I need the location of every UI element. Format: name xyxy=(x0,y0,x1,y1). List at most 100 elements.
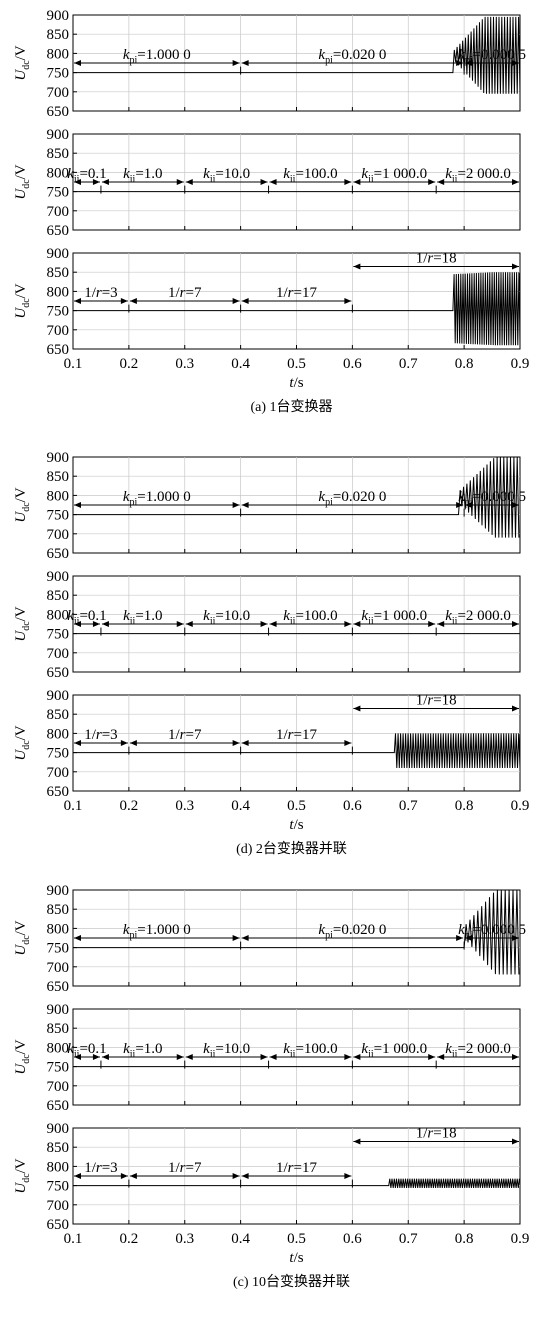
segment-annotation: kii=0.1 xyxy=(67,166,107,185)
arrow-head-left xyxy=(74,502,81,508)
arrow-head-left xyxy=(74,179,81,185)
arrow-head-left xyxy=(101,179,109,185)
segment-label: kpi=0.020 0 xyxy=(318,47,386,66)
y-tick-label: 800 xyxy=(47,921,70,937)
y-tick-label: 800 xyxy=(47,1159,70,1175)
arrow-head-left xyxy=(185,621,193,627)
x-axis-label: t/s xyxy=(289,1250,303,1266)
segment-annotation: kii=1 000.0 xyxy=(351,608,436,636)
segment-annotation: 1/r=7 xyxy=(128,1160,240,1188)
x-tick-label: 0.4 xyxy=(231,1231,250,1247)
segment-label: 1/r=3 xyxy=(84,727,117,743)
arrow-head-left xyxy=(353,705,361,712)
segment-label: 1/r=7 xyxy=(168,1160,202,1176)
y-tick-label: 700 xyxy=(47,646,70,662)
arrow-head-left xyxy=(129,740,137,746)
segment-label: 1/r=18 xyxy=(416,1125,457,1141)
segment-label: kii=1.0 xyxy=(123,608,162,627)
arrow-head-left xyxy=(241,298,249,304)
segment-annotation: 1/r=7 xyxy=(128,285,240,313)
arrow-head-right xyxy=(232,298,240,304)
arrow-head-left xyxy=(241,740,249,746)
y-axis-label: Udc/V xyxy=(13,606,32,641)
segment-label: kii=10.0 xyxy=(203,166,250,185)
arrow-head-right xyxy=(428,621,436,627)
arrow-head-right xyxy=(92,179,100,185)
arrow-head-right xyxy=(428,179,436,185)
y-tick-label: 750 xyxy=(47,941,70,957)
signal-trace xyxy=(73,456,520,538)
y-tick-label: 700 xyxy=(47,1079,70,1095)
signal-trace xyxy=(73,889,520,975)
y-tick-label: 750 xyxy=(47,304,70,320)
segment-annotation: kpi=0.000 5 xyxy=(458,922,526,950)
arrow-head-right xyxy=(344,298,352,304)
segment-annotation: kpi=0.000 5 xyxy=(458,47,526,75)
arrow-head-left xyxy=(353,1138,361,1145)
x-tick-label: 0.6 xyxy=(343,1231,362,1247)
segment-annotation: kii=1.0 xyxy=(100,1041,184,1069)
y-tick-label: 800 xyxy=(47,726,70,742)
segment-annotation: 1/r=3 xyxy=(74,727,128,746)
arrow-head-left xyxy=(437,1054,445,1060)
segment-label: kii=1 000.0 xyxy=(361,608,427,627)
arrow-head-left xyxy=(74,298,81,304)
y-tick-label: 900 xyxy=(47,127,70,143)
y-tick-label: 850 xyxy=(47,588,70,604)
x-tick-label: 0.8 xyxy=(455,798,474,814)
arrow-head-left xyxy=(74,621,81,627)
y-tick-label: 650 xyxy=(47,546,70,562)
arrow-head-right xyxy=(512,1054,519,1060)
y-tick-label: 800 xyxy=(47,46,70,62)
arrow-head-right xyxy=(512,935,519,941)
x-tick-label: 0.4 xyxy=(231,356,250,372)
x-tick-label: 0.5 xyxy=(287,1231,306,1247)
arrow-head-left xyxy=(74,60,81,66)
x-tick-label: 0.7 xyxy=(399,356,418,372)
y-tick-label: 650 xyxy=(47,665,70,681)
arrow-head-right xyxy=(512,1138,519,1145)
y-tick-label: 850 xyxy=(47,27,70,43)
segment-label: kpi=0.000 5 xyxy=(458,489,526,508)
arrow-head-left xyxy=(185,179,193,185)
y-axis-label: Udc/V xyxy=(13,920,32,955)
segment-annotation: kpi=1.000 0 xyxy=(74,47,240,66)
segment-annotation: kii=100.0 xyxy=(268,166,352,194)
y-tick-label: 900 xyxy=(47,569,70,585)
x-tick-label: 0.5 xyxy=(287,356,306,372)
y-tick-label: 700 xyxy=(47,527,70,543)
segment-label: kii=1.0 xyxy=(123,166,162,185)
y-tick-label: 650 xyxy=(47,979,70,995)
y-tick-label: 750 xyxy=(47,627,70,643)
y-tick-label: 750 xyxy=(47,66,70,82)
y-tick-label: 750 xyxy=(47,1060,70,1076)
y-tick-label: 850 xyxy=(47,902,70,918)
signal-trace xyxy=(73,272,521,346)
figure-caption: (c) 10台变换器并联 xyxy=(233,1273,350,1290)
y-tick-label: 750 xyxy=(47,1179,70,1195)
segment-annotation: kii=1 000.0 xyxy=(351,166,436,194)
segment-label: kpi=0.000 5 xyxy=(458,47,526,66)
y-tick-label: 800 xyxy=(47,165,70,181)
y-tick-label: 800 xyxy=(47,607,70,623)
arrow-head-right xyxy=(512,502,519,508)
panel-1: 650 700 750 800 850 900 Udc/V kpi=1.000 0 kpi=0.… xyxy=(13,8,526,120)
segment-annotation: kii=0.1 xyxy=(67,1041,107,1060)
arrow-head-right xyxy=(232,740,240,746)
y-axis-label: Udc/V xyxy=(13,283,32,318)
arrow-head-left xyxy=(241,935,249,941)
segment-annotation: 1/r=18 xyxy=(351,250,519,313)
segment-annotation: kii=0.1 xyxy=(67,608,107,627)
segment-label: kpi=1.000 0 xyxy=(123,489,191,508)
y-axis-label: Udc/V xyxy=(13,725,32,760)
segment-annotation: kii=2 000.0 xyxy=(435,1041,519,1069)
segment-label: kii=100.0 xyxy=(283,608,337,627)
segment-annotation: kii=10.0 xyxy=(184,1041,268,1069)
y-tick-label: 650 xyxy=(47,223,70,239)
signal-trace xyxy=(73,1178,520,1188)
arrow-head-left xyxy=(129,298,137,304)
segment-label: kii=1 000.0 xyxy=(361,166,427,185)
segment-label: 1/r=7 xyxy=(168,285,202,301)
segment-annotation: 1/r=3 xyxy=(74,1160,128,1179)
